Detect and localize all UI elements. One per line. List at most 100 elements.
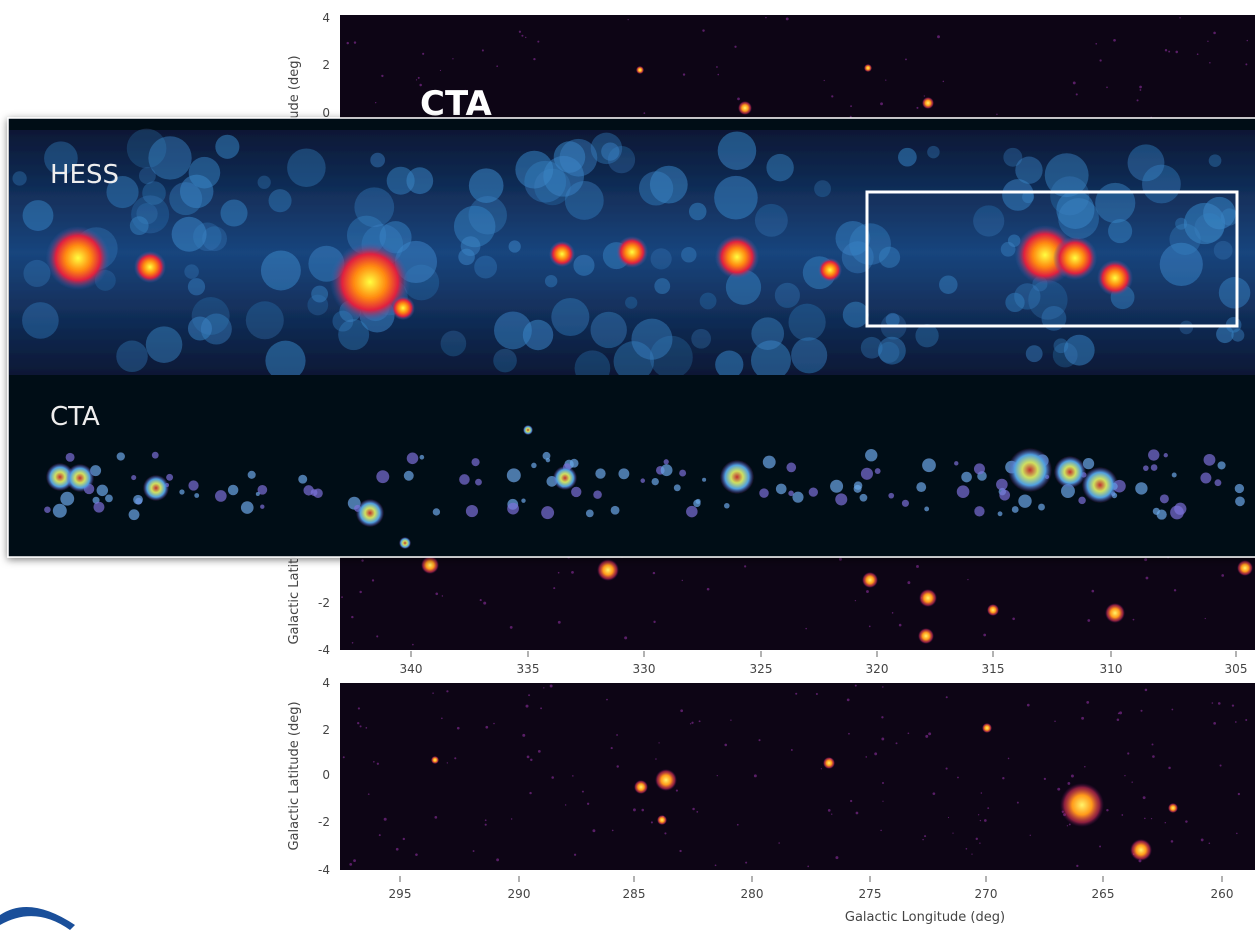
speck [1175,50,1179,54]
source [1054,456,1086,488]
speck [633,808,636,812]
speck [359,590,362,594]
diffuse [12,171,27,186]
cta-sources [44,425,1245,549]
speck [932,792,936,796]
speck [1209,61,1211,64]
speck [509,626,513,629]
diffuse [1015,156,1043,184]
speck [422,52,425,55]
speck [874,752,878,756]
diffuse [754,203,788,237]
source [431,756,439,764]
diffuse [973,205,1005,237]
speck [592,829,596,833]
speck [1007,757,1010,760]
x-tick-label: 290 [508,887,531,901]
speck [788,490,794,497]
speck [459,474,470,485]
speck [765,16,767,19]
speck [493,722,495,725]
speck [895,742,898,745]
speck [1144,817,1146,820]
speck [419,83,422,87]
diffuse [493,348,517,373]
speck [850,799,853,803]
y-tick-label: 4 [322,676,330,690]
speck [1231,704,1235,707]
speck [945,696,948,699]
speck [537,40,540,43]
speck [874,468,881,475]
diffuse [386,166,415,195]
diffuse [193,222,222,252]
speck [848,732,850,735]
speck [564,804,567,806]
diffuse [215,134,240,159]
diffuse [260,250,301,291]
speck [1213,721,1216,725]
speck [999,489,1011,501]
diffuse [44,141,78,176]
speck [412,643,414,646]
source [143,475,169,501]
speck [1106,86,1108,89]
speck [44,506,51,514]
diffuse [468,168,504,203]
speck [1139,85,1142,89]
diffuse [1022,191,1035,204]
speck [1135,482,1148,495]
x-tick-label: 320 [866,662,889,676]
speck [1132,618,1135,621]
diffuse [688,202,707,221]
speck [658,742,660,744]
speck [105,494,113,503]
speck [1150,817,1153,820]
diffuse [1063,334,1095,366]
speck [1179,17,1181,19]
diffuse [766,153,794,182]
source [738,101,752,115]
speck [830,479,844,493]
speck [310,489,318,496]
speck [928,732,932,736]
diffuse [927,145,940,159]
speck [435,592,439,596]
diffuse [1159,242,1203,286]
speck [882,686,884,688]
x-axis-label: Galactic Longitude (deg) [845,910,1005,925]
diffuse [791,337,828,374]
speck [610,505,620,515]
speck [415,79,418,81]
speck [924,835,927,838]
diffuse [187,278,206,296]
speck [553,587,556,590]
speck [446,762,449,764]
diffuse [1218,276,1251,309]
speck [1171,708,1174,711]
y-axis-label: Galactic Latitude (deg) [287,701,302,850]
speck [543,687,545,689]
speck [510,818,513,820]
speck [880,102,883,106]
speck [471,458,480,467]
diffuse [715,350,744,379]
speck [922,458,936,473]
speck [827,809,831,812]
speck [753,774,757,778]
speck [716,66,718,68]
diffuse [1208,154,1222,167]
speck [823,79,825,82]
speck [464,89,467,92]
speck [618,468,630,480]
diffuse [1095,182,1136,224]
speck [557,571,560,574]
speck [973,463,985,475]
source [655,769,677,791]
speck [571,486,582,498]
speck [524,36,527,39]
x-tick-label: 325 [750,662,773,676]
diffuse [1050,176,1090,216]
speck [540,707,543,710]
speck [653,620,656,624]
